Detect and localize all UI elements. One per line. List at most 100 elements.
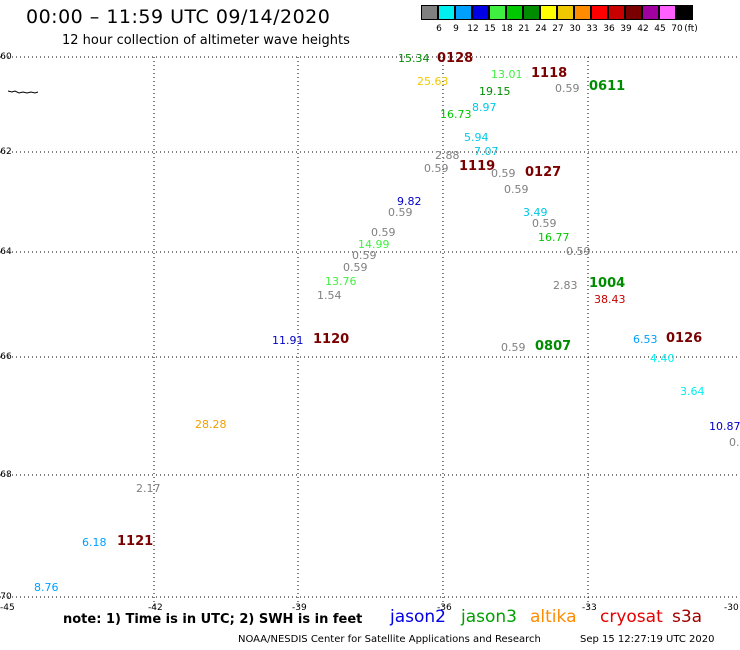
legend-swatch	[421, 5, 438, 20]
legend-swatch	[472, 5, 489, 20]
latitude-tick-label: -64	[0, 247, 12, 257]
legend-swatch	[574, 5, 591, 20]
wave-height-label: 19.15	[479, 85, 511, 98]
longitude-tick-label: -39	[292, 603, 307, 613]
wave-height-label: 2.17	[136, 482, 161, 495]
legend-bin-label: 36	[603, 24, 615, 34]
latitude-tick-label: -70	[0, 592, 12, 602]
wave-height-label: 16.73	[440, 108, 472, 121]
wave-height-label: 0.59	[424, 162, 449, 175]
latitude-tick-label: -62	[0, 147, 12, 157]
pass-time-label: 1119	[459, 159, 496, 174]
legend-bin-label: 18	[501, 24, 513, 34]
legend-bin-label: 21	[518, 24, 530, 34]
legend-bin-label: 6	[436, 24, 442, 34]
legend-swatch	[676, 5, 693, 20]
wave-height-label: 3.49	[523, 206, 548, 219]
legend-swatch	[523, 5, 540, 20]
longitude-tick-label: -36	[437, 603, 452, 613]
satellite-name-jason3: jason3	[461, 607, 517, 627]
wave-height-label: 38.43	[594, 293, 626, 306]
latitude-tick-label: -60	[0, 52, 12, 62]
legend-bin-label: 39	[620, 24, 632, 34]
wave-height-label: 0.	[729, 436, 740, 449]
legend-bin-label: 42	[637, 24, 649, 34]
wave-height-label: 6.53	[633, 333, 658, 346]
satellite-name-jason2: jason2	[390, 607, 446, 627]
wave-height-label: 0.59	[388, 206, 413, 219]
wave-height-label: 7.07	[474, 145, 499, 158]
wave-height-label: 0.59	[501, 341, 526, 354]
wave-height-label: 0.59	[532, 217, 557, 230]
satellite-name-cryosat: cryosat	[600, 607, 663, 627]
wave-height-label: 28.28	[195, 418, 227, 431]
pass-time-label: 0611	[589, 79, 626, 94]
legend-swatch	[540, 5, 557, 20]
wave-height-label: 1.54	[317, 289, 342, 302]
pass-time-label: 0807	[535, 339, 572, 354]
wave-height-label: 11.91	[272, 334, 304, 347]
wave-height-label: 16.77	[538, 231, 570, 244]
legend-swatch	[438, 5, 455, 20]
wave-height-label: 6.18	[82, 536, 107, 549]
latitude-tick-label: -66	[0, 352, 12, 362]
wave-height-label: 8.97	[472, 101, 497, 114]
wave-height-label: 8.76	[34, 581, 59, 594]
wave-height-label: 25.63	[417, 75, 449, 88]
wave-height-label: 0.59	[555, 82, 580, 95]
legend-swatch	[608, 5, 625, 20]
pass-time-label: 1121	[117, 534, 154, 549]
page-title: 00:00 – 11:59 UTC 09/14/2020	[26, 6, 331, 28]
legend-bin-label: 30	[569, 24, 581, 34]
legend-bin-label: 9	[453, 24, 459, 34]
legend-unit: (ft)	[684, 24, 698, 34]
latitude-tick-label: -68	[0, 470, 12, 480]
legend-swatch	[557, 5, 574, 20]
legend-bin-label: 70	[671, 24, 683, 34]
wave-height-label: 13.01	[491, 68, 523, 81]
footer-note: note: 1) Time is in UTC; 2) SWH is in fe…	[63, 612, 363, 627]
pass-time-label: 0127	[525, 165, 562, 180]
legend-swatch	[455, 5, 472, 20]
legend-bin-label: 12	[467, 24, 479, 34]
legend-bin-label: 27	[552, 24, 564, 34]
wave-height-label: 15.34	[398, 52, 430, 65]
wave-height-label: 5.94	[464, 131, 489, 144]
legend-bin-label: 33	[586, 24, 598, 34]
wave-height-label: 10.87	[709, 420, 740, 433]
wave-height-label: 2.83	[553, 279, 578, 292]
satellite-name-s3a: s3a	[672, 607, 703, 627]
wave-height-label: 0.59	[352, 249, 377, 262]
generation-timestamp: Sep 15 12:27:19 UTC 2020	[580, 634, 715, 645]
legend-swatch	[625, 5, 642, 20]
legend-swatch	[642, 5, 659, 20]
wave-height-label: 0.59	[491, 167, 516, 180]
legend-swatch	[591, 5, 608, 20]
wave-height-label: 0.59	[566, 245, 591, 258]
wave-height-label: 0.59	[504, 183, 529, 196]
legend-swatch	[506, 5, 523, 20]
legend-bin-label: 24	[535, 24, 547, 34]
legend-swatch	[659, 5, 676, 20]
wave-height-label: 3.64	[680, 385, 705, 398]
legend-swatch	[489, 5, 506, 20]
legend-bin-label: 15	[484, 24, 496, 34]
longitude-tick-label: -45	[0, 603, 15, 613]
legend-bin-label: 45	[654, 24, 666, 34]
wave-height-label: 14.99	[358, 238, 390, 251]
longitude-tick-label: -33	[582, 603, 597, 613]
satellite-name-altika: altika	[530, 607, 577, 627]
longitude-tick-label: -42	[148, 603, 163, 613]
wave-height-label: 0.59	[343, 261, 368, 274]
wave-height-label: 13.76	[325, 275, 357, 288]
pass-time-label: 1120	[313, 332, 350, 347]
wave-height-label: 2.88	[435, 149, 460, 162]
pass-time-label: 1004	[589, 276, 626, 291]
wave-height-label: 4.40	[650, 352, 675, 365]
pass-time-label: 0126	[666, 331, 703, 346]
pass-time-label: 1118	[531, 66, 568, 81]
longitude-tick-label: -30	[724, 603, 739, 613]
island-coastline	[7, 90, 39, 94]
wave-height-label: 0.59	[371, 226, 396, 239]
